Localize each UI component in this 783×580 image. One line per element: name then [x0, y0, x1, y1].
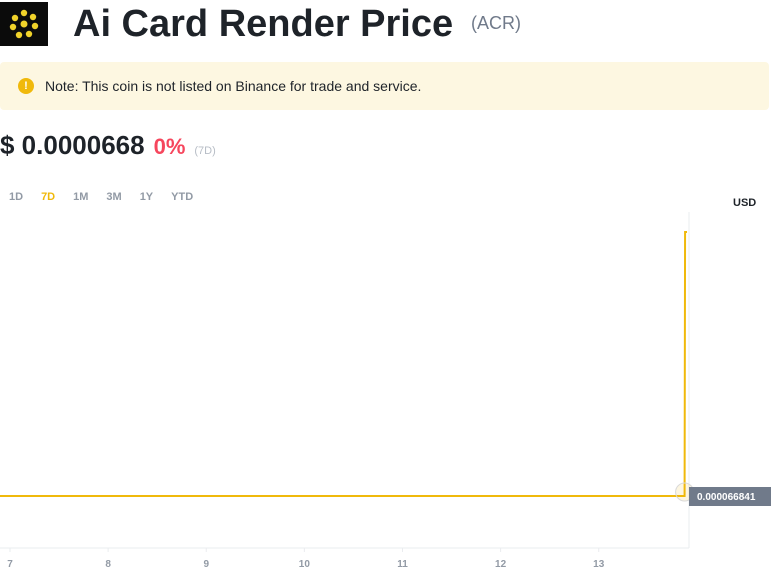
- current-value-tag: [689, 487, 771, 506]
- notice-text: Note: This coin is not listed on Binance…: [45, 78, 422, 94]
- x-tick-label: 10: [299, 559, 311, 570]
- page-header: Ai Card Render Price (ACR): [0, 0, 783, 50]
- range-button-ytd[interactable]: YTD: [171, 191, 194, 203]
- current-value-label: 0.000066841: [697, 492, 756, 503]
- price-change: 0%: [153, 134, 186, 159]
- x-tick-label: 11: [397, 559, 408, 570]
- range-button-3m[interactable]: 3M: [106, 191, 122, 203]
- currency-label: USD: [733, 197, 757, 209]
- page-title: Ai Card Render Price: [73, 3, 454, 45]
- range-button-1d[interactable]: 1D: [9, 191, 24, 203]
- price-chart: 7 8 9 10 11 12 13 0.000066841: [0, 212, 783, 575]
- price-summary: $ 0.0000668 0% (7D): [0, 130, 216, 162]
- x-tick-label: 12: [495, 559, 507, 570]
- range-button-7d[interactable]: 7D: [41, 191, 56, 203]
- x-tick-label: 8: [105, 559, 111, 570]
- price-line: [0, 231, 688, 497]
- listing-notice: ! Note: This coin is not listed on Binan…: [0, 62, 769, 110]
- time-range-selector: 1D 7D 1M 3M 1Y YTD: [0, 191, 202, 207]
- x-tick-label: 9: [203, 559, 209, 570]
- acr-coin-logo-icon: [0, 2, 48, 46]
- coin-symbol: (ACR): [471, 13, 521, 33]
- change-period: (7D): [194, 145, 216, 157]
- x-tick-label: 13: [593, 559, 605, 570]
- current-price: $ 0.0000668: [0, 130, 145, 160]
- exclamation-circle-icon: !: [18, 78, 34, 94]
- range-button-1m[interactable]: 1M: [73, 191, 89, 203]
- price-chart-svg: 7 8 9 10 11 12 13 0.000066841: [0, 212, 771, 570]
- x-tick-label: 7: [7, 559, 13, 570]
- range-button-1y[interactable]: 1Y: [139, 191, 154, 203]
